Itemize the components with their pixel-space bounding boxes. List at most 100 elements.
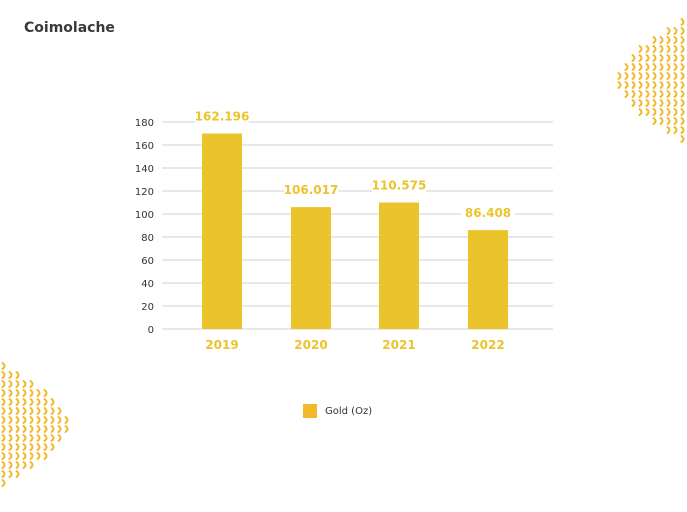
decorative-dot bbox=[22, 398, 27, 406]
x-tick-label: 2021 bbox=[382, 338, 415, 352]
bar-label-background bbox=[284, 182, 338, 199]
decorative-dot bbox=[1, 398, 6, 406]
decorative-dot bbox=[1, 461, 6, 469]
decorative-dot bbox=[15, 371, 20, 379]
decorative-dot bbox=[659, 108, 664, 116]
decorative-dot bbox=[666, 81, 671, 89]
decorative-dot bbox=[624, 81, 629, 89]
decorative-dot bbox=[29, 425, 34, 433]
decorative-dot bbox=[57, 416, 62, 424]
x-tick-label: 2019 bbox=[205, 338, 238, 352]
decorative-dot bbox=[1, 362, 6, 370]
decorative-dot bbox=[22, 380, 27, 388]
decorative-dot bbox=[673, 81, 678, 89]
decorative-dot bbox=[15, 443, 20, 451]
decorative-dot bbox=[617, 72, 622, 80]
decorative-dot bbox=[8, 407, 13, 415]
decorative-dot bbox=[659, 63, 664, 71]
decorative-dot bbox=[638, 81, 643, 89]
decorative-dot bbox=[638, 108, 643, 116]
decorative-dot bbox=[15, 461, 20, 469]
decorative-dot bbox=[22, 425, 27, 433]
legend: Gold (Oz) bbox=[303, 404, 372, 418]
y-axis-ticks: 0 20 40 60 80 100 120 140 160 180 bbox=[135, 118, 154, 336]
decorative-dot bbox=[680, 18, 685, 26]
decorative-dot bbox=[673, 126, 678, 134]
decorative-dot bbox=[36, 398, 41, 406]
y-tick-label: 0 bbox=[148, 325, 154, 336]
decorative-dot bbox=[1, 470, 6, 478]
bar-value-label: 106.017 bbox=[284, 183, 339, 197]
decorative-dot bbox=[29, 452, 34, 460]
decorative-dot bbox=[673, 27, 678, 35]
decorative-dot bbox=[666, 108, 671, 116]
decorative-dot bbox=[8, 416, 13, 424]
decorative-dot bbox=[631, 54, 636, 62]
decorative-dot bbox=[22, 389, 27, 397]
decorative-dot bbox=[680, 99, 685, 107]
y-tick-label: 100 bbox=[135, 210, 154, 221]
bar bbox=[202, 133, 242, 329]
decorative-dot bbox=[1, 407, 6, 415]
decorative-dot bbox=[680, 126, 685, 134]
decorative-dot bbox=[645, 99, 650, 107]
decorative-dot bbox=[680, 63, 685, 71]
legend-label: Gold (Oz) bbox=[325, 405, 373, 417]
decorative-dot bbox=[43, 443, 48, 451]
decorative-dot bbox=[673, 90, 678, 98]
decorative-dot bbox=[659, 54, 664, 62]
decorative-dot bbox=[8, 380, 13, 388]
decorative-dot bbox=[36, 407, 41, 415]
decorative-dot bbox=[8, 389, 13, 397]
decorative-dot bbox=[29, 398, 34, 406]
decorative-dot bbox=[8, 434, 13, 442]
decorative-dot bbox=[15, 425, 20, 433]
decorative-dot bbox=[673, 54, 678, 62]
decorative-dot bbox=[652, 45, 657, 53]
decorative-dot bbox=[1, 380, 6, 388]
bar-value-label: 86.408 bbox=[465, 206, 511, 220]
decorative-dot bbox=[645, 63, 650, 71]
decorative-dot bbox=[645, 54, 650, 62]
decorative-dot bbox=[1, 425, 6, 433]
decorative-dot bbox=[638, 45, 643, 53]
decorative-dot bbox=[1, 434, 6, 442]
decorative-dot bbox=[638, 90, 643, 98]
decorative-dot bbox=[624, 90, 629, 98]
decorative-dot bbox=[50, 416, 55, 424]
bar-label-background bbox=[195, 108, 249, 125]
bar bbox=[291, 207, 331, 329]
decorative-dot bbox=[1, 443, 6, 451]
decorative-dot bbox=[645, 45, 650, 53]
y-tick-label: 80 bbox=[141, 233, 154, 244]
decorative-dot bbox=[659, 81, 664, 89]
decorative-dot bbox=[680, 117, 685, 125]
decorative-dot bbox=[57, 434, 62, 442]
bar bbox=[379, 202, 419, 329]
decorative-dot bbox=[29, 443, 34, 451]
decorative-dot bbox=[666, 45, 671, 53]
decorative-dot bbox=[29, 380, 34, 388]
decorative-dot bbox=[36, 389, 41, 397]
decorative-dot bbox=[8, 452, 13, 460]
decorative-dot bbox=[638, 99, 643, 107]
decorative-dot bbox=[22, 434, 27, 442]
decorative-dot bbox=[666, 54, 671, 62]
decorative-dot bbox=[57, 407, 62, 415]
decorative-dot bbox=[659, 36, 664, 44]
decorative-dot bbox=[680, 54, 685, 62]
decorative-dot bbox=[64, 416, 69, 424]
decorative-dot bbox=[15, 416, 20, 424]
decorative-dot bbox=[43, 389, 48, 397]
decorative-dot bbox=[43, 398, 48, 406]
bar-value-label: 162.196 bbox=[195, 110, 250, 124]
decorative-dot bbox=[631, 90, 636, 98]
decorative-dot bbox=[15, 398, 20, 406]
decorative-dot bbox=[659, 99, 664, 107]
decorative-dot bbox=[631, 99, 636, 107]
decorative-dot bbox=[652, 117, 657, 125]
decorative-dot bbox=[36, 425, 41, 433]
decorative-dot bbox=[43, 407, 48, 415]
x-tick-label: 2020 bbox=[294, 338, 327, 352]
decorative-dot bbox=[652, 72, 657, 80]
